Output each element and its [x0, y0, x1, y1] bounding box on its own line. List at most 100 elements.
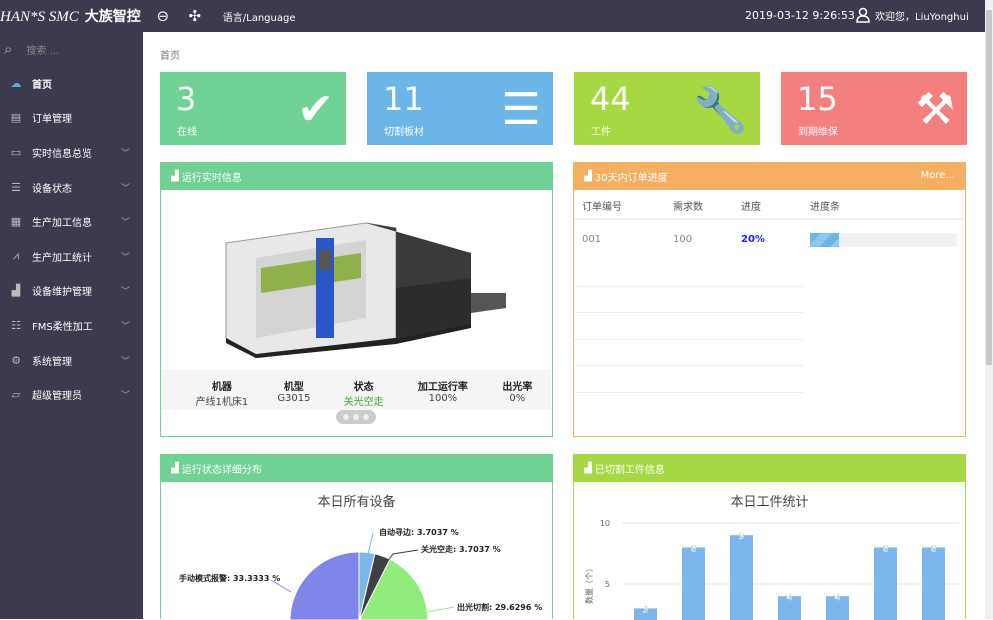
stat-card[interactable]: 15 到期维保 ⚒	[781, 72, 967, 145]
more-link[interactable]: More...	[920, 170, 955, 181]
bar-value-label: 8	[691, 544, 697, 554]
sidebar-item[interactable]: ☰ 设备状态 ﹀	[0, 170, 143, 205]
sidebar-item[interactable]: ☁ 首页	[0, 66, 143, 101]
bar-chart-icon: ▟	[171, 463, 182, 474]
search-input[interactable]: 搜索 ...	[26, 45, 60, 57]
sidebar-item[interactable]: ▟ 设备维护管理 ﹀	[0, 274, 143, 309]
search-icon: ⌕	[4, 40, 13, 58]
list-icon: ☰	[11, 180, 21, 194]
sidebar-item-label: 系统管理	[32, 356, 72, 368]
user-menu[interactable]: 欢迎您，LiuYonghui	[855, 7, 969, 23]
hammer-icon: ⚒	[915, 84, 955, 135]
top-header: HAN*S SMC 大族智控 ⊖ ✣ 语言/Language 2019-03-12…	[0, 0, 985, 32]
pie-slice[interactable]	[289, 551, 360, 620]
panel-title: 已切割工件信息	[594, 465, 665, 476]
pie-title: 本日所有设备	[317, 495, 396, 510]
sidebar-search[interactable]: ⌕ 搜索 ...	[0, 32, 143, 66]
arrow-left-circle-icon[interactable]: ⊖	[156, 7, 170, 25]
chevron-down-icon: ﹀	[120, 356, 130, 367]
table-row[interactable]: 001 100 20%	[574, 220, 964, 260]
panel-header: ▟ 已切割工件信息	[574, 455, 965, 482]
order-progress: 20%	[741, 234, 765, 245]
panel-header: ▟ 运行状态详细分布	[161, 455, 552, 482]
bar-value-label: 8	[883, 544, 889, 554]
pie-label-line	[270, 579, 292, 593]
parts-panel: ▟ 已切割工件信息 本日工件统计 5 10 数量（个） 3 8 9 4 4 8 8	[573, 454, 966, 620]
order-id: 001	[582, 234, 602, 245]
sidebar-item[interactable]: ⩘ 生产加工统计 ﹀	[0, 239, 143, 274]
bar-chart-icon: ▟	[11, 284, 21, 298]
stat-card[interactable]: 11 切割板材 ☰	[367, 72, 553, 145]
panel-title: 运行状态详细分布	[181, 465, 262, 476]
sidebar-item-label: 超级管理员	[32, 391, 82, 403]
pie-chart: 自动寻边: 3.7037 % 关光空走: 3.7037 % 出光切割: 29.629…	[179, 527, 542, 620]
sliders-icon: ☰	[501, 84, 541, 135]
info-key: 出光率	[502, 382, 533, 393]
sidebar-item[interactable]: ☷ FMS柔性加工 ﹀	[0, 308, 143, 343]
user-icon	[856, 7, 870, 23]
bar-value-label: 4	[787, 593, 793, 603]
info-key: 状态	[353, 382, 374, 393]
pie-slice[interactable]	[358, 558, 429, 620]
stat-label: 在线	[177, 127, 197, 138]
folder-icon: ▱	[11, 388, 21, 402]
machine-info-column: 状态 关光空走	[325, 370, 402, 410]
stat-card[interactable]: 3 在线 ✔	[160, 72, 346, 145]
breadcrumb[interactable]: 首页	[160, 51, 180, 62]
bar[interactable]	[778, 596, 801, 620]
machine-info-column: 机型 G3015	[263, 370, 325, 410]
check-icon: ✔	[297, 84, 334, 135]
orders-panel: ▟ 30天内订单进度 More... 订单编号 需求数 进度 进度条 001 1…	[573, 162, 966, 437]
sidebar-item-label: 生产加工统计	[32, 252, 92, 264]
expand-icon[interactable]: ✣	[188, 7, 202, 25]
chevron-down-icon: ﹀	[120, 252, 130, 263]
bar[interactable]	[634, 608, 657, 620]
orders-table: 订单编号 需求数 进度 进度条 001 100 20%	[574, 190, 964, 393]
bar-value-label: 8	[931, 544, 937, 554]
info-value: 0%	[509, 393, 526, 404]
stat-label: 切割板材	[384, 127, 424, 138]
scrollbar-thumb[interactable]	[986, 10, 992, 365]
sidebar-item[interactable]: ▤ 订单管理	[0, 101, 143, 136]
chevron-down-icon: ﹀	[120, 287, 130, 298]
table-icon: ▦	[10, 215, 22, 229]
column-header: 订单编号	[582, 202, 622, 213]
sidebar-item[interactable]: ▦ 生产加工信息 ﹀	[0, 204, 143, 239]
machine-info: 机器 产线1机床1 机型 G3015 状态 关光空走 加工运行率 100% 出光率 0%	[161, 370, 551, 410]
language-switch[interactable]: 语言/Language	[222, 12, 296, 24]
carousel-dots[interactable]	[336, 410, 376, 424]
column-header: 进度条	[810, 202, 840, 213]
scrollbar[interactable]	[985, 0, 993, 619]
datetime: 2019-03-12 9:26:53	[745, 9, 855, 22]
y-axis-label: 数量（个）	[584, 564, 594, 604]
bar[interactable]	[826, 596, 849, 620]
bar[interactable]	[730, 535, 753, 620]
welcome-text: 欢迎您，LiuYonghui	[875, 11, 969, 23]
sidebar-item-label: 生产加工信息	[32, 218, 92, 230]
bar[interactable]	[922, 547, 945, 620]
machine-info-column: 加工运行率 100%	[402, 370, 484, 410]
chevron-down-icon: ﹀	[120, 321, 130, 332]
sidebar-item-label: 订单管理	[32, 114, 72, 126]
stat-card[interactable]: 44 工件 🔧	[574, 72, 760, 145]
progress-bar	[810, 233, 957, 247]
checklist-icon: ☷	[11, 318, 21, 332]
pie-label-line	[367, 532, 374, 555]
machine-info-column: 机器 产线1机床1	[181, 370, 263, 410]
sidebar-item[interactable]: ▭ 实时信息总览 ﹀	[0, 135, 143, 170]
chevron-down-icon: ﹀	[120, 148, 130, 159]
gears-icon: ⚙	[11, 353, 21, 367]
sidebar-item[interactable]: ⚙ 系统管理 ﹀	[0, 343, 143, 378]
machine-image	[225, 222, 506, 358]
sidebar-item[interactable]: ▱ 超级管理员 ﹀	[0, 377, 143, 412]
sidebar-item-label: 首页	[32, 79, 52, 91]
y-tick-label: 5	[605, 580, 610, 589]
document-icon: ▤	[10, 111, 22, 125]
bar[interactable]	[874, 547, 897, 620]
bar[interactable]	[682, 547, 705, 620]
line-chart-icon: ⩘	[12, 249, 20, 263]
main-content: 首页 3 在线 ✔ 11 切割板材 ☰ 44 工件 🔧 15 到期维保 ⚒ ▟ 运行实时信息 机器 产线…	[143, 32, 985, 620]
stat-value: 3	[176, 80, 197, 118]
column-header: 进度	[741, 202, 761, 213]
machine-info-column: 出光率 0%	[484, 370, 551, 410]
